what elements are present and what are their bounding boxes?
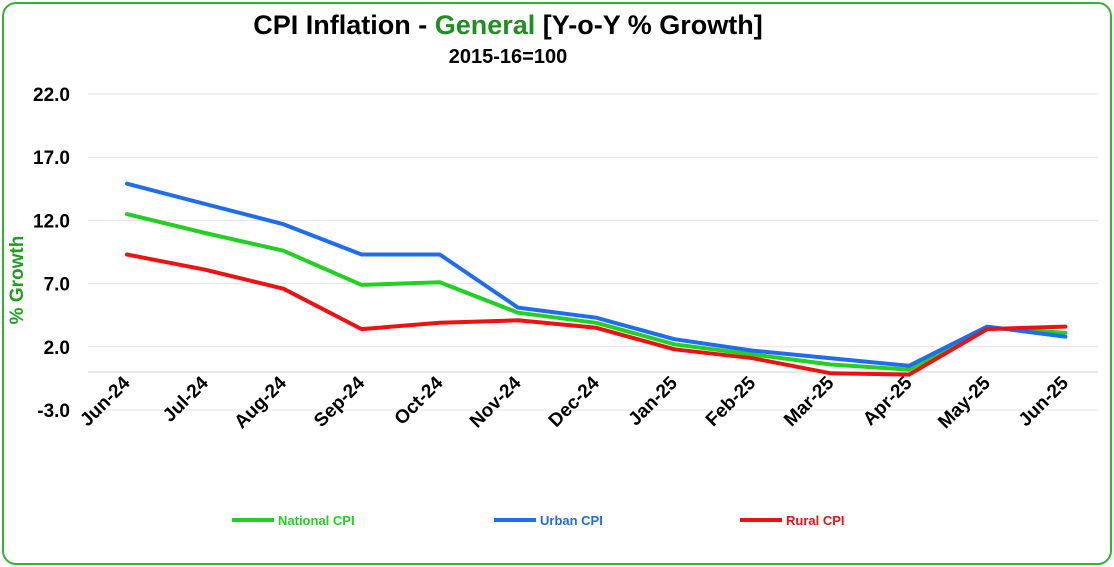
legend-item-rural: Rural CPI xyxy=(740,511,845,529)
legend-label-national: National CPI xyxy=(278,512,355,528)
x-tick-label: Oct-24 xyxy=(391,372,448,429)
x-tick-label: Sep-24 xyxy=(310,372,369,431)
x-tick-label: Jun-24 xyxy=(76,372,134,430)
x-tick-label: Nov-24 xyxy=(466,372,526,432)
y-tick-label: 22.0 xyxy=(33,85,70,106)
x-tick-label: Jul-24 xyxy=(159,372,213,426)
legend-swatch-rural xyxy=(740,518,782,522)
chart-title: CPI Inflation - General [Y-o-Y % Growth] xyxy=(0,10,1016,41)
y-tick-label: 2.0 xyxy=(44,338,70,359)
legend-swatch-urban xyxy=(494,518,536,522)
x-tick-label: Mar-25 xyxy=(780,372,838,430)
title-accent: General xyxy=(434,10,536,40)
series-line-national-cpi xyxy=(125,212,1068,372)
title-prefix: CPI Inflation - xyxy=(253,10,435,40)
y-tick-label: -3.0 xyxy=(37,401,70,422)
legend-label-rural: Rural CPI xyxy=(786,512,845,528)
series-line-urban-cpi xyxy=(125,181,1068,368)
series-line-rural-cpi xyxy=(125,252,1068,377)
legend-item-national: National CPI xyxy=(232,511,355,529)
chart-subtitle: 2015-16=100 xyxy=(448,46,568,68)
y-tick-label: 7.0 xyxy=(44,275,70,296)
x-tick-label: Aug-24 xyxy=(231,372,292,433)
legend-swatch-national xyxy=(232,518,274,522)
title-suffix: [Y-o-Y % Growth] xyxy=(535,10,763,40)
x-tick-label: Jan-25 xyxy=(625,372,683,430)
x-tick-label: Feb-25 xyxy=(702,372,760,430)
y-tick-label: 17.0 xyxy=(33,148,70,169)
x-tick-label: Dec-24 xyxy=(545,372,604,431)
x-tick-label: Jun-25 xyxy=(1015,372,1073,430)
legend-label-urban: Urban CPI xyxy=(540,512,603,528)
x-tick-label: Apr-25 xyxy=(859,372,917,430)
legend-item-urban: Urban CPI xyxy=(494,511,603,529)
y-tick-label: 12.0 xyxy=(33,211,70,232)
x-tick-label: May-25 xyxy=(934,372,995,433)
